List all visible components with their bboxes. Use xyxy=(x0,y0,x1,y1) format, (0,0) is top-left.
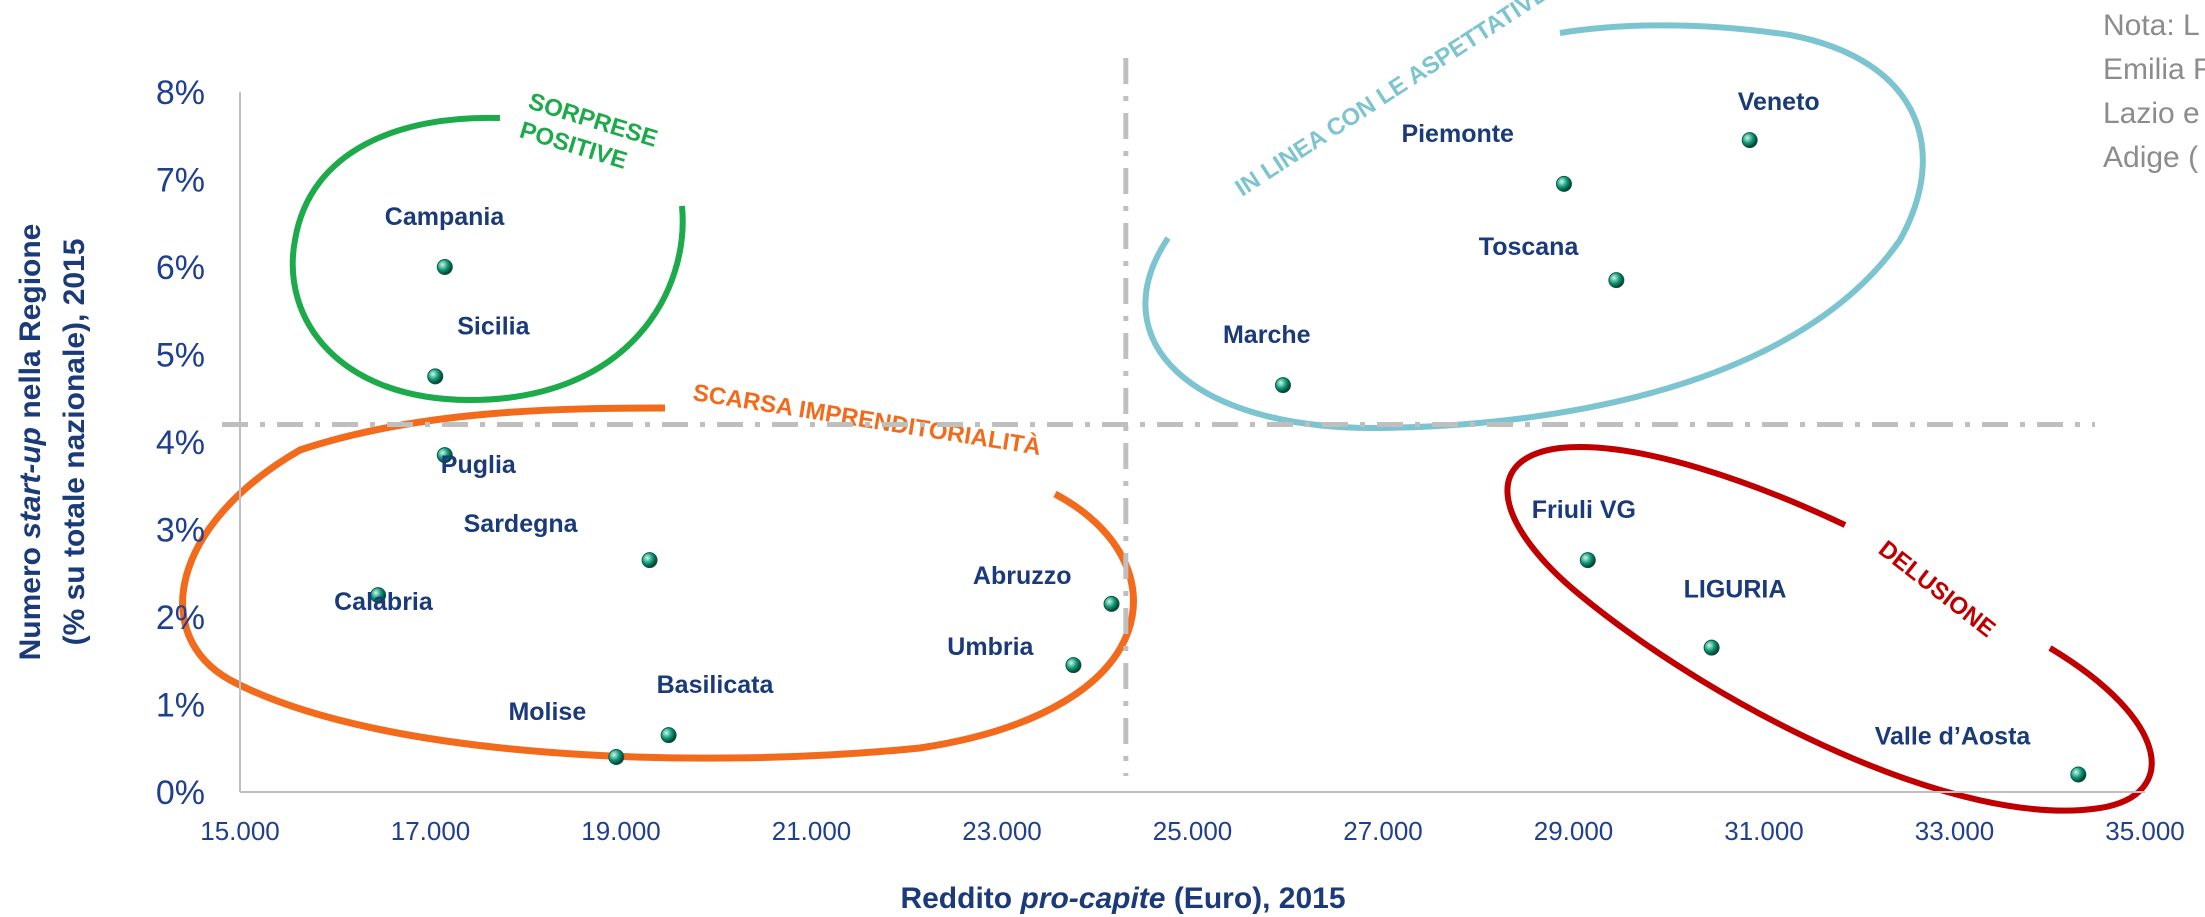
point-molise xyxy=(608,749,625,765)
y-tick-label: 5% xyxy=(156,337,205,375)
y-tick-label: 4% xyxy=(156,424,205,462)
label-abruzzo: Abruzzo xyxy=(973,562,1072,590)
label-basilicata: Basilicata xyxy=(657,671,775,699)
point-abruzzo xyxy=(1103,595,1120,612)
point-umbria xyxy=(1065,657,1082,674)
y-tick-label: 0% xyxy=(156,774,205,812)
point-liguria xyxy=(1703,639,1720,656)
x-tick-label: 19.000 xyxy=(581,816,661,846)
label-sicilia: Sicilia xyxy=(457,312,530,340)
x-axis-title: Reddito pro-capite (Euro), 2015 xyxy=(900,882,1345,915)
y-axis-title-line-1: Numero start-up nella Regione xyxy=(14,224,47,661)
x-tick-label: 33.000 xyxy=(1915,816,1995,846)
note-block: Nota: L Emilia R Lazio e Adige ( xyxy=(2103,9,2205,174)
x-tick-label: 23.000 xyxy=(962,816,1042,846)
ellipse-scarsa-imprenditorialita xyxy=(179,404,1137,762)
x-tick-label: 27.000 xyxy=(1343,816,1423,846)
y-axis-title-line-2: (% su totale nazionale), 2015 xyxy=(58,239,91,646)
data-points xyxy=(370,132,2087,783)
label-molise: Molise xyxy=(508,698,586,726)
point-marche xyxy=(1274,377,1291,394)
x-tick-label: 25.000 xyxy=(1153,816,1233,846)
x-tick-label: 31.000 xyxy=(1724,816,1804,846)
y-axis-title: Numero start-up nella Regione (% su tota… xyxy=(14,224,91,661)
label-liguria: LIGURIA xyxy=(1684,576,1787,604)
point-labels: Campania Sicilia Puglia Sardegna Calabria Bas… xyxy=(334,88,2031,750)
note-line-1: Nota: L xyxy=(2103,9,2200,42)
reference-lines xyxy=(222,58,2095,776)
note-line-4: Adige ( xyxy=(2103,141,2198,174)
label-calabria: Calabria xyxy=(334,588,434,616)
label-umbria: Umbria xyxy=(947,633,1034,661)
ellipse-delusione xyxy=(1504,444,2155,814)
point-veneto xyxy=(1741,132,1758,149)
y-tick-label: 2% xyxy=(156,599,205,637)
y-tick-labels: 0% 1% 2% 3% 4% 5% 6% 7% 8% xyxy=(156,74,205,812)
x-tick-label: 29.000 xyxy=(1534,816,1614,846)
x-tick-label: 21.000 xyxy=(772,816,852,846)
point-sicilia xyxy=(427,368,444,385)
point-campania xyxy=(436,259,453,275)
label-toscana: Toscana xyxy=(1479,233,1580,261)
point-puglia xyxy=(436,447,453,464)
y-tick-label: 1% xyxy=(156,687,205,725)
y-tick-label: 8% xyxy=(156,74,205,112)
y-tick-label: 3% xyxy=(156,512,205,550)
label-friuli-vg: Friuli VG xyxy=(1532,496,1636,524)
group-label-in-linea: IN LINEA CON LE ASPETTATIVE xyxy=(1231,0,1553,202)
ellipse-in-linea xyxy=(1142,22,1926,432)
x-tick-label: 35.000 xyxy=(2105,816,2185,846)
point-piemonte xyxy=(1555,175,1572,192)
label-valle-d-aosta: Valle d’Aosta xyxy=(1875,723,2032,751)
point-basilicata xyxy=(660,727,677,744)
point-friuli-vg xyxy=(1579,552,1596,569)
group-label-sorprese-positive: SORPRESE POSITIVE xyxy=(516,88,660,175)
x-tick-label: 17.000 xyxy=(391,816,471,846)
label-campania: Campania xyxy=(385,203,506,231)
group-annotations: SORPRESE POSITIVE IN LINEA CON LE ASPETT… xyxy=(179,0,2155,814)
y-tick-label: 6% xyxy=(156,249,205,287)
x-tick-label: 15.000 xyxy=(200,816,280,846)
label-marche: Marche xyxy=(1223,321,1311,349)
note-line-3: Lazio e xyxy=(2103,97,2200,130)
point-calabria xyxy=(370,587,387,604)
group-label-delusione: DELUSIONE xyxy=(1873,535,2000,642)
point-toscana xyxy=(1608,272,1625,289)
group-label-scarsa: SCARSA IMPRENDITORIALITÀ xyxy=(691,378,1043,461)
y-tick-label: 7% xyxy=(156,162,205,200)
label-veneto: Veneto xyxy=(1738,88,1820,116)
point-valle-d-aosta xyxy=(2070,766,2087,783)
note-line-2: Emilia R xyxy=(2103,53,2205,86)
label-puglia: Puglia xyxy=(441,451,517,479)
point-sardegna xyxy=(641,552,658,569)
label-piemonte: Piemonte xyxy=(1401,120,1514,148)
x-tick-labels: 15.000 17.000 19.000 21.000 23.000 25.000 27.0… xyxy=(200,816,2185,846)
label-sardegna: Sardegna xyxy=(464,510,579,538)
ellipse-sorprese-positive xyxy=(289,114,686,404)
axes xyxy=(239,92,2145,793)
